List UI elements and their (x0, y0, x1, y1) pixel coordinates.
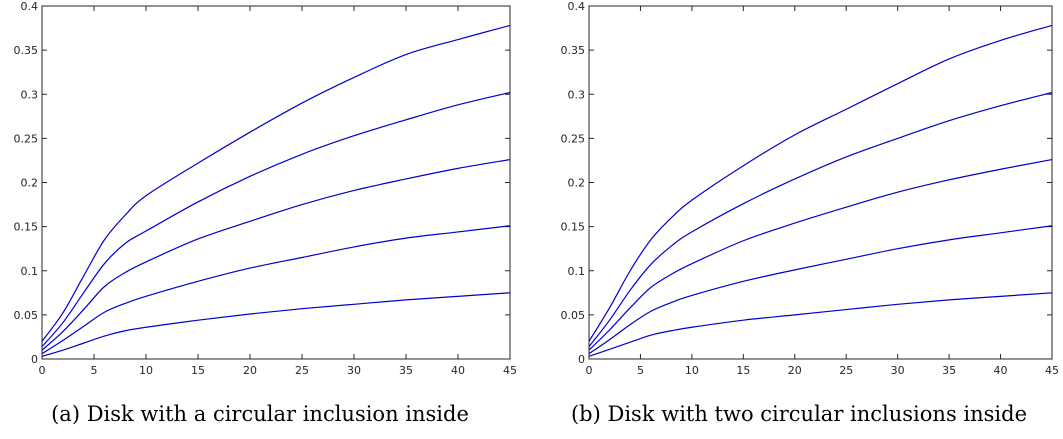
y-tick-label: 0.15 (14, 221, 39, 234)
y-tick-label: 0.35 (561, 44, 586, 57)
caption-a: (a) Disk with a circular inclusion insid… (51, 402, 469, 426)
x-tick-label: 10 (685, 364, 699, 377)
series-line-4 (588, 91, 1053, 348)
y-tick-label: 0.25 (561, 132, 586, 145)
caption-b: (b) Disk with two circular inclusions in… (570, 402, 1027, 426)
x-tick-label: 35 (942, 364, 956, 377)
y-tick-label: 0.15 (561, 221, 586, 234)
y-tick-label: 0.05 (561, 309, 586, 322)
x-tick-label: 40 (994, 364, 1008, 377)
x-tick-label: 20 (788, 364, 802, 377)
series-line-3 (588, 158, 1053, 351)
y-tick-label: 0.05 (14, 309, 39, 322)
series-line-3 (41, 158, 511, 351)
x-tick-label: 5 (91, 364, 98, 377)
x-tick-label: 30 (347, 364, 361, 377)
y-tick-label: 0 (578, 353, 585, 366)
y-tick-label: 0.35 (14, 44, 39, 57)
series-line-2 (588, 225, 1053, 355)
chart-panel-a: 0 5 10 15 20 25 30 35 40 45 0 0.05 0.1 0.15 0.2 0.25 0.3… (0, 0, 531, 439)
x-tick-label: 25 (295, 364, 309, 377)
line-chart-b: 0 5 10 15 20 25 30 35 40 45 0 0.05 0.1 0.15 0.2 0.25 0.3… (561, 0, 1060, 377)
plot-frame (41, 5, 511, 360)
x-tick-label: 0 (586, 364, 593, 377)
x-tick-label: 45 (1045, 364, 1059, 377)
y-tick-label: 0.1 (21, 265, 39, 278)
x-tick-label: 20 (243, 364, 257, 377)
line-chart-a: 0 5 10 15 20 25 30 35 40 45 0 0.05 0.1 0.15 0.2 0.25 0.3… (14, 0, 518, 377)
x-tick-label: 5 (637, 364, 644, 377)
x-tick-label: 0 (39, 364, 46, 377)
x-tick-label: 30 (891, 364, 905, 377)
series-line-1 (588, 292, 1053, 357)
x-tick-label: 25 (839, 364, 853, 377)
series-line-2 (41, 225, 511, 355)
y-tick-label: 0.3 (21, 88, 39, 101)
y-tick-label: 0.2 (568, 177, 586, 190)
x-tick-label: 45 (503, 364, 517, 377)
chart-panel-b: 0 5 10 15 20 25 30 35 40 45 0 0.05 0.1 0.15 0.2 0.25 0.3… (531, 0, 1063, 439)
y-tick-label: 0.25 (14, 132, 39, 145)
series-line-4 (41, 91, 511, 348)
x-tick-label: 40 (451, 364, 465, 377)
series-line-5 (588, 24, 1053, 342)
y-tick-label: 0.4 (21, 0, 39, 13)
series-line-1 (41, 292, 511, 357)
x-tick-label: 35 (399, 364, 413, 377)
y-tick-label: 0.4 (568, 0, 586, 13)
series-line-5 (41, 24, 511, 342)
y-tick-label: 0.1 (568, 265, 586, 278)
x-tick-label: 10 (139, 364, 153, 377)
x-tick-label: 15 (191, 364, 205, 377)
plot-frame (588, 5, 1053, 360)
y-tick-label: 0.3 (568, 88, 586, 101)
x-tick-label: 15 (736, 364, 750, 377)
y-tick-label: 0.2 (21, 177, 39, 190)
y-tick-label: 0 (31, 353, 38, 366)
